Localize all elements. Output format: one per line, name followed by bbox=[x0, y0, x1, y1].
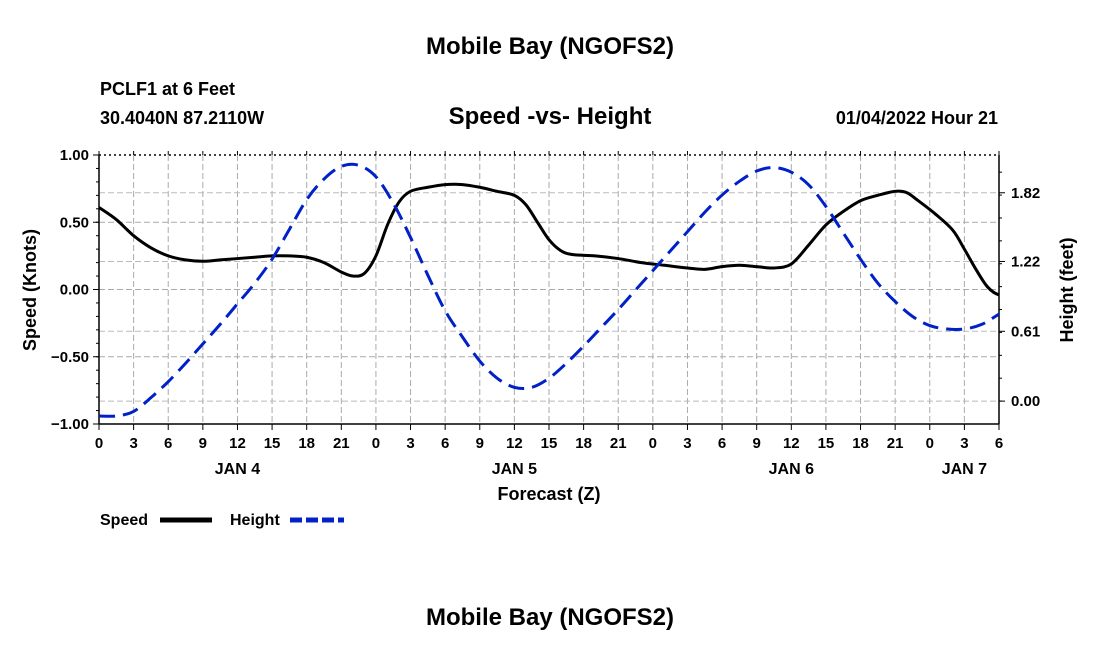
x-tick-label: 15 bbox=[541, 435, 558, 452]
x-tick-label: 0 bbox=[95, 435, 103, 452]
day-label: JAN 6 bbox=[769, 461, 814, 478]
y-left-tick-label: 1.00 bbox=[60, 147, 89, 164]
y-left-tick-label: 0.00 bbox=[60, 282, 89, 299]
timestamp: 01/04/2022 Hour 21 bbox=[836, 108, 998, 128]
x-tick-label: 0 bbox=[649, 435, 657, 452]
y-left-tick-label: 0.50 bbox=[60, 214, 89, 231]
x-tick-label: 6 bbox=[995, 435, 1003, 452]
plot-area: 0 3 6 9 12 15 18 21 0 3 6 9 12 15 18 21 0 3 6 9 12 15 18 21 0 3 6 1… bbox=[51, 147, 1040, 478]
x-tick-label: 21 bbox=[333, 435, 350, 452]
x-tick-label: 12 bbox=[229, 435, 246, 452]
x-tick-label: 0 bbox=[926, 435, 934, 452]
y-left-tick-label: −1.00 bbox=[51, 416, 89, 433]
day-label: JAN 5 bbox=[492, 461, 537, 478]
y-right-tick-label: 0.61 bbox=[1011, 323, 1040, 340]
y-right-tick-label: 1.82 bbox=[1011, 185, 1040, 202]
x-tick-label: 6 bbox=[718, 435, 726, 452]
day-label: JAN 7 bbox=[942, 461, 987, 478]
x-tick-label: 6 bbox=[164, 435, 172, 452]
y-left-tick-label: −0.50 bbox=[51, 349, 89, 366]
legend-height-label: Height bbox=[230, 512, 280, 529]
station-line: PCLF1 at 6 Feet bbox=[100, 79, 235, 99]
y-axis-label-left: Speed (Knots) bbox=[20, 229, 40, 351]
x-tick-label: 3 bbox=[683, 435, 691, 452]
x-tick-label: 3 bbox=[960, 435, 968, 452]
x-axis-label: Forecast (Z) bbox=[497, 484, 600, 504]
coords-line: 30.4040N 87.2110W bbox=[100, 108, 264, 128]
x-tick-label: 18 bbox=[298, 435, 315, 452]
legend: Speed Height bbox=[100, 512, 344, 529]
x-tick-label: 15 bbox=[818, 435, 835, 452]
x-tick-label: 0 bbox=[372, 435, 380, 452]
series-line-speed bbox=[99, 182, 999, 297]
legend-speed-label: Speed bbox=[100, 512, 148, 529]
chart-title: Mobile Bay (NGOFS2) bbox=[426, 33, 674, 60]
y-right-tick-label: 0.00 bbox=[1011, 393, 1040, 410]
x-tick-label: 12 bbox=[506, 435, 523, 452]
x-tick-label: 18 bbox=[852, 435, 869, 452]
x-tick-label: 21 bbox=[610, 435, 627, 452]
x-tick-label: 15 bbox=[264, 435, 281, 452]
x-tick-label: 21 bbox=[887, 435, 904, 452]
y-right-tick-label: 1.22 bbox=[1011, 253, 1040, 270]
x-tick-label: 6 bbox=[441, 435, 449, 452]
day-label: JAN 4 bbox=[215, 461, 260, 478]
series-line-height bbox=[99, 162, 999, 418]
x-tick-label: 9 bbox=[199, 435, 207, 452]
x-tick-label: 3 bbox=[129, 435, 137, 452]
y-axis-label-right: Height (feet) bbox=[1057, 238, 1077, 343]
x-tick-label: 9 bbox=[476, 435, 484, 452]
chart-subtitle: Speed -vs- Height bbox=[449, 103, 652, 130]
x-tick-label: 9 bbox=[753, 435, 761, 452]
x-tick-label: 18 bbox=[575, 435, 592, 452]
x-tick-label: 12 bbox=[783, 435, 800, 452]
x-tick-label: 3 bbox=[406, 435, 414, 452]
footer-title: Mobile Bay (NGOFS2) bbox=[426, 604, 674, 631]
